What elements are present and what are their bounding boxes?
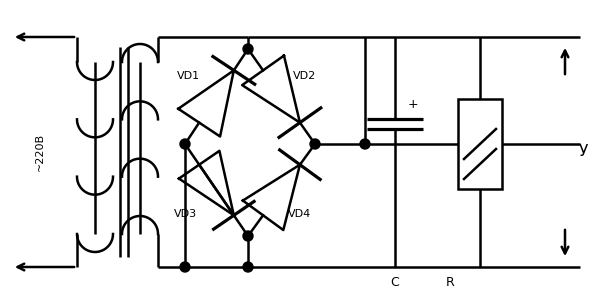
Bar xyxy=(458,99,502,189)
Circle shape xyxy=(243,44,253,54)
Text: VD3: VD3 xyxy=(173,209,197,219)
Text: VD4: VD4 xyxy=(289,209,311,219)
Circle shape xyxy=(360,139,370,149)
Circle shape xyxy=(243,231,253,241)
Text: VD2: VD2 xyxy=(293,71,317,81)
Text: C: C xyxy=(391,275,400,288)
Text: У: У xyxy=(578,144,587,160)
Circle shape xyxy=(180,139,190,149)
Text: +: + xyxy=(407,98,418,110)
Text: ~220B: ~220B xyxy=(35,133,45,171)
Text: VD1: VD1 xyxy=(176,71,200,81)
Text: R: R xyxy=(446,275,454,288)
Circle shape xyxy=(243,262,253,272)
Circle shape xyxy=(310,139,320,149)
Circle shape xyxy=(180,262,190,272)
